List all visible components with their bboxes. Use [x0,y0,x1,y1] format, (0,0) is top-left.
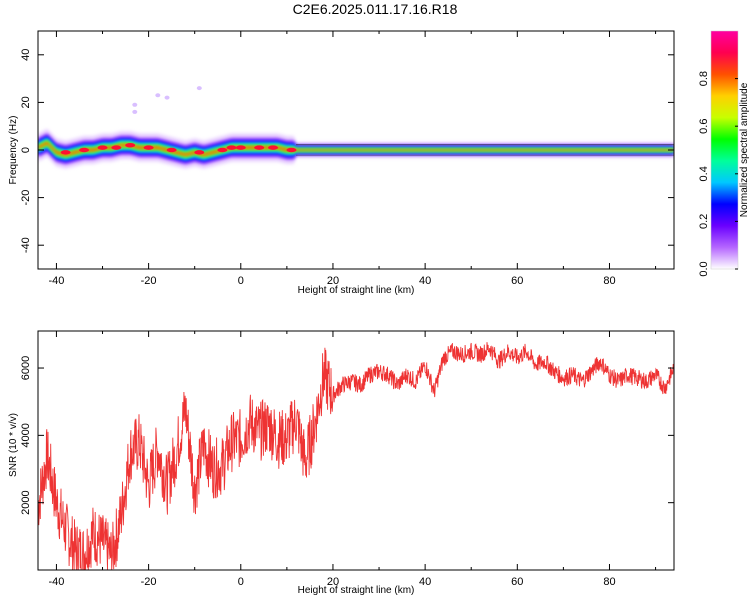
snr-ytick-label: 2000 [20,490,32,514]
snr-xtick-label: 40 [419,576,431,588]
spectrogram-xtick-label: -40 [48,275,64,287]
spectrogram-xtick-label: 40 [419,275,431,287]
snr-panel: -40 -20 0 20 40 60 80 2000 4000 6000 Height of st… [8,330,675,596]
colorbar-tick-label: 0.4 [698,166,710,181]
spectrogram-ytick-label: 0 [20,147,32,153]
bright-spot [79,147,90,153]
colorbar: 0.0 0.2 0.4 0.6 0.8 Normalized spectral ampl… [698,30,750,277]
bright-spot [268,145,279,150]
spectrogram-xtick-label: 20 [327,275,339,287]
colorbar-tick-label: 0.0 [698,261,710,276]
bright-spot [60,150,71,155]
bright-spot [97,145,108,150]
snr-axes: -40 -20 0 20 40 60 80 2000 4000 6000 [20,331,674,588]
spectrogram-panel: -40 -20 0 20 40 60 80 40 20 0 -20 -40 Height of str… [8,30,675,296]
colorbar-tick-label: 0.2 [698,214,710,229]
spectrogram-ytick-label: -40 [20,237,32,253]
chart-title: C2E6.2025.011.17.16.R18 [293,1,458,17]
scatter-spot [132,102,138,107]
snr-ytick-label: 6000 [20,356,32,380]
spectrogram-xtick-label: -20 [141,275,157,287]
spectrogram-ytick-label: 20 [20,96,32,108]
snr-xtick-label: 80 [603,576,615,588]
colorbar-tick-label: 0.6 [698,119,710,134]
colorbar-tick-label: 0.8 [698,71,710,86]
bright-spot [286,147,297,153]
bright-spot [226,145,237,150]
spectrogram-ytick-label: -20 [20,190,32,206]
snr-xtick-label: -20 [141,576,157,588]
spectrogram-image [38,86,674,169]
bright-spot [111,145,122,150]
colorbar-frame [710,30,739,270]
colorbar-gradient [711,31,738,269]
snr-xtick-label: 60 [511,576,523,588]
snr-frame [37,330,675,571]
spectrogram-xtick-label: 80 [603,275,615,287]
snr-xlabel: Height of straight line (km) [298,585,415,596]
snr-xtick-label: 20 [327,576,339,588]
colorbar-label: Normalized spectral amplitude [739,82,750,217]
snr-series-line [38,342,674,570]
spectrogram-xtick-label: 0 [238,275,244,287]
bright-spot [125,143,136,148]
snr-ylabel: SNR (10 * v/v) [8,413,19,477]
colorbar-ticks: 0.0 0.2 0.4 0.6 0.8 [698,71,738,277]
bright-spot [166,147,177,153]
scatter-spot [164,95,170,100]
bright-spot [254,145,265,150]
snr-xtick-label: 0 [238,576,244,588]
bright-spot [235,145,246,150]
bright-spot [217,147,228,153]
scatter-spot [132,109,138,114]
snr-xtick-label: -40 [48,576,64,588]
bright-spot [194,150,205,155]
scatter-spot [196,86,202,91]
bright-spot [143,145,154,150]
snr-series-layer [38,342,674,570]
spectrogram-xlabel: Height of straight line (km) [298,285,415,296]
scatter-spot [155,93,161,98]
spectrogram-axes: -40 -20 0 20 40 60 80 40 20 0 -20 -40 [20,31,674,287]
snr-ytick-label: 4000 [20,423,32,447]
spectrogram-xtick-label: 60 [511,275,523,287]
spectrogram-ytick-label: 40 [20,49,32,61]
spectrogram-ylabel: Frequency (Hz) [8,116,19,185]
